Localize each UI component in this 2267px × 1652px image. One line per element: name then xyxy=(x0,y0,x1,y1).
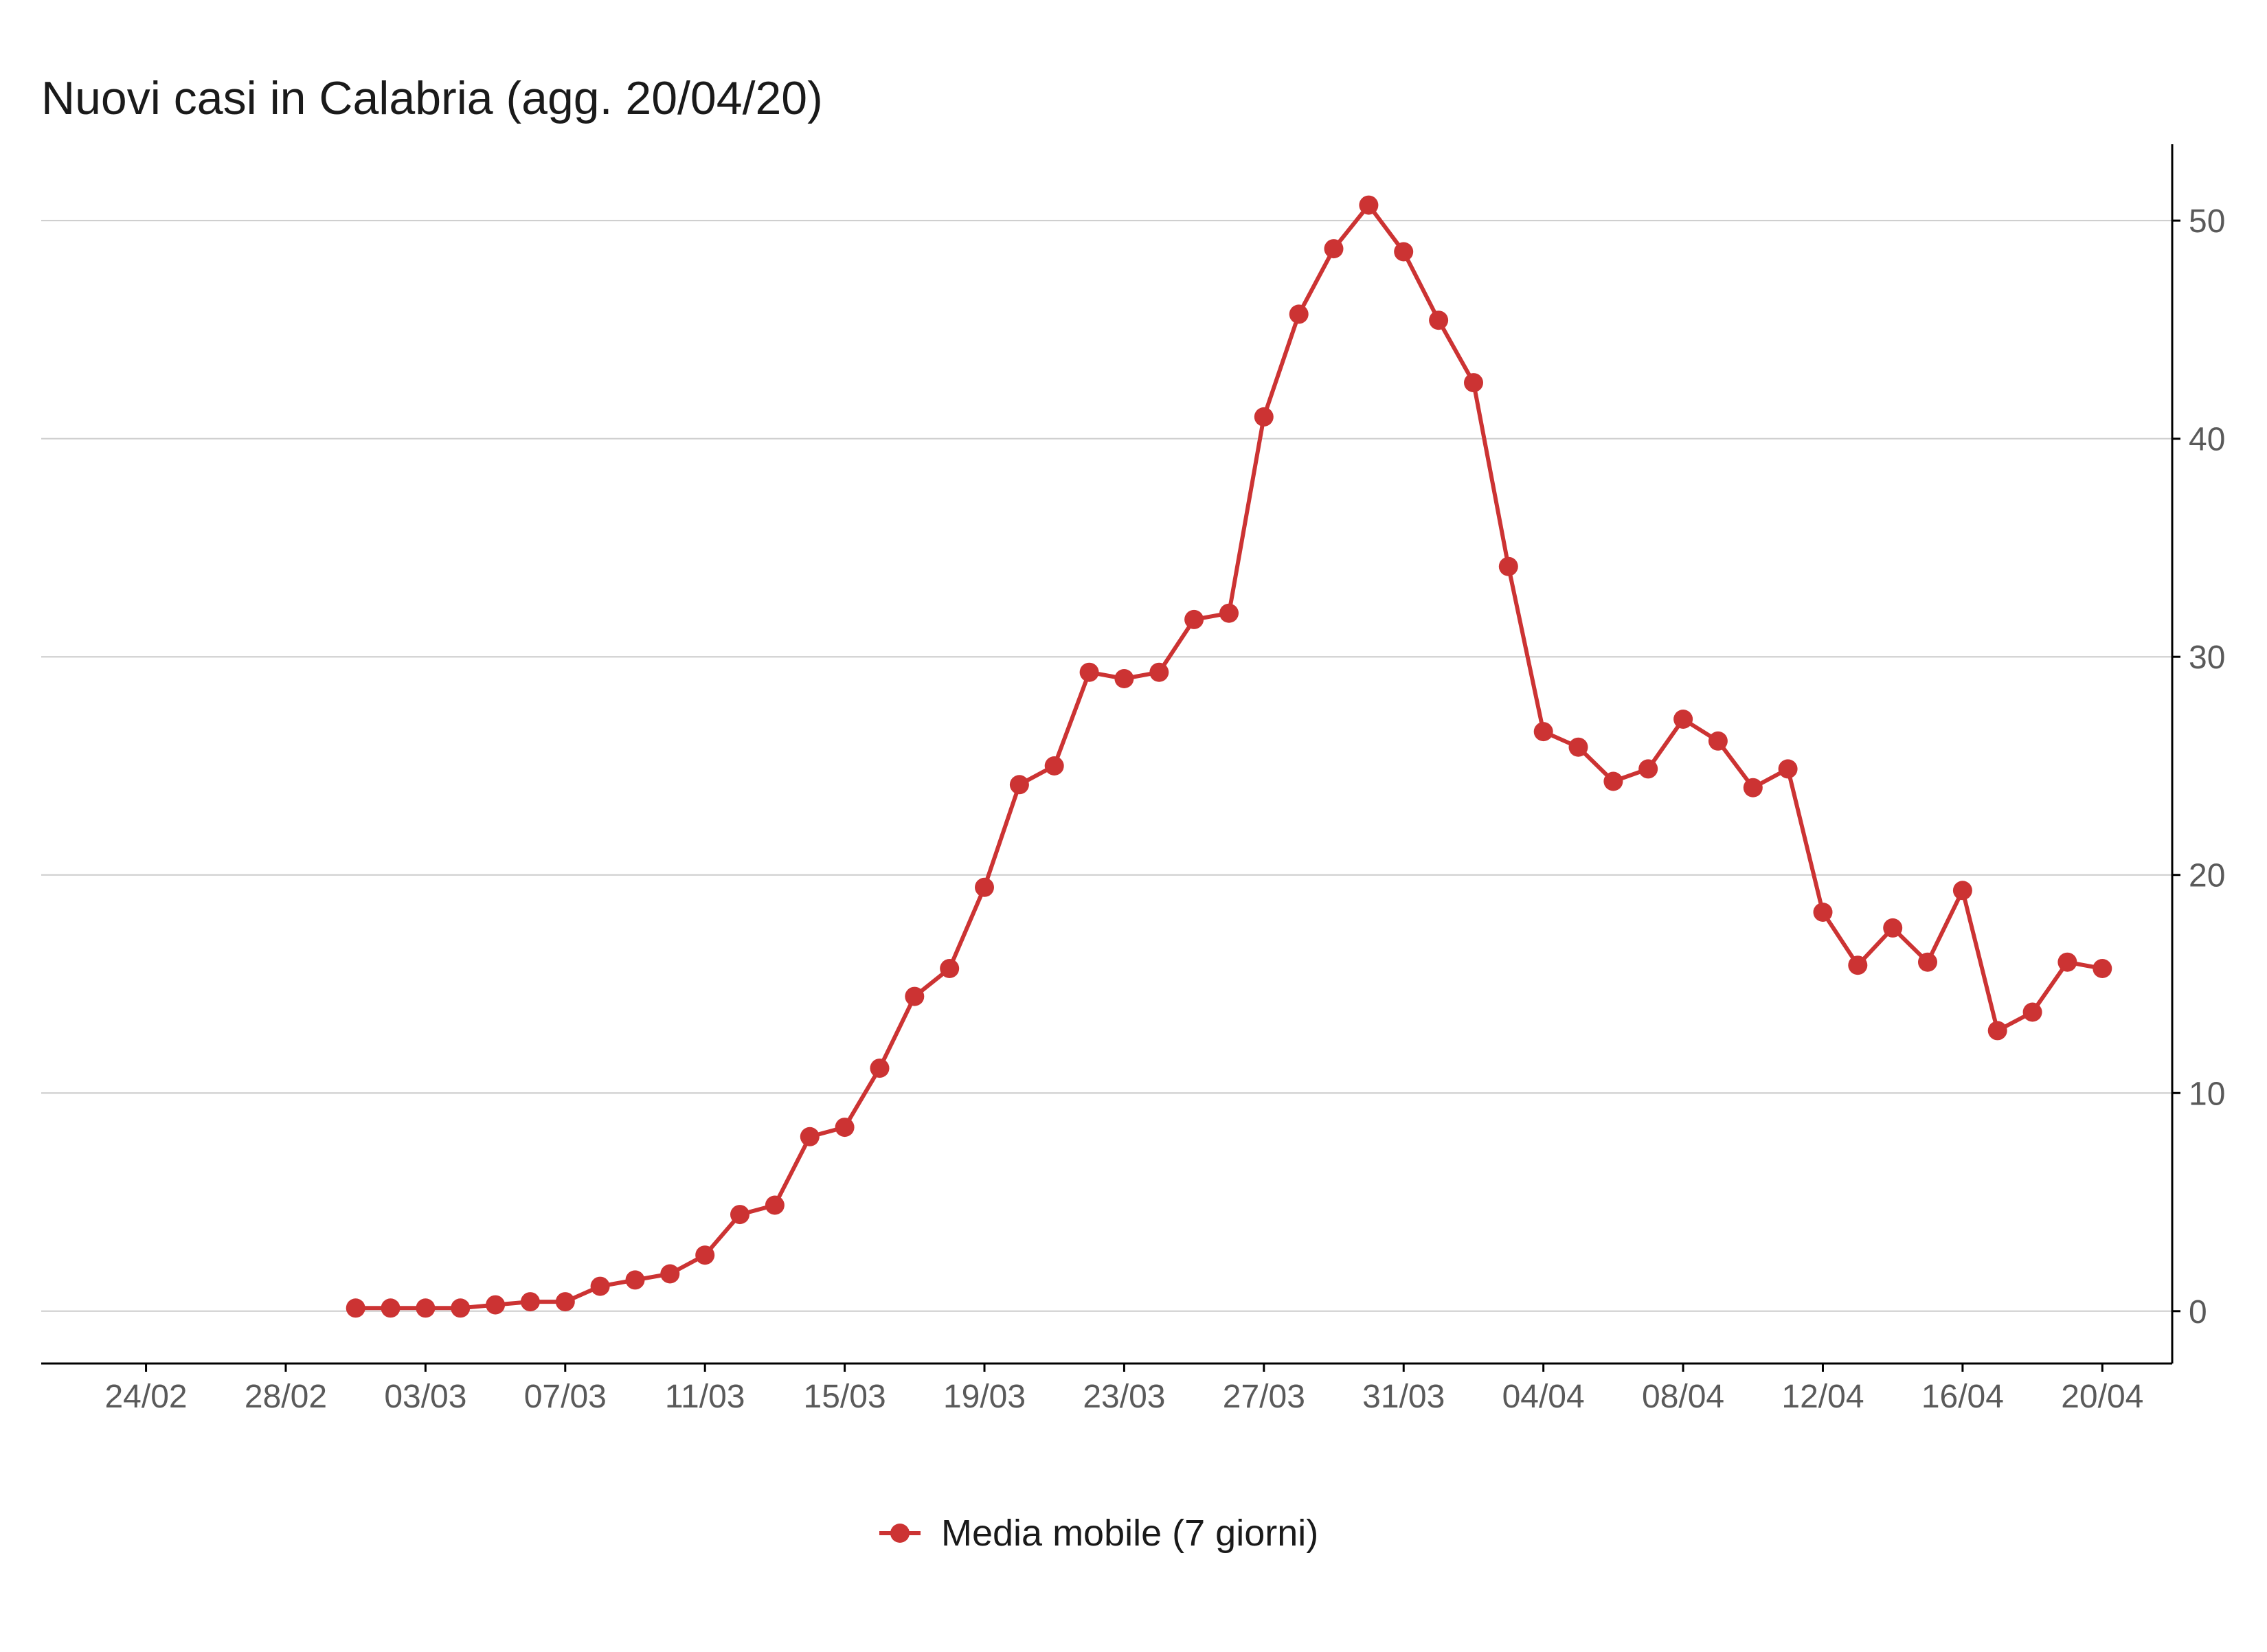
x-tick-label: 20/04 xyxy=(2061,1379,2143,1415)
data-point xyxy=(486,1295,506,1315)
x-tick-label: 15/03 xyxy=(804,1379,886,1415)
y-tick-label-0: 0 xyxy=(2189,1294,2207,1331)
x-tick-label: 11/03 xyxy=(665,1379,745,1415)
chart-title: Nuovi casi in Calabria (agg. 20/04/20) xyxy=(41,72,823,124)
y-ticks: 0 10 20 30 40 50 xyxy=(2172,203,2225,1331)
y-tick-label-50: 50 xyxy=(2189,203,2225,240)
data-point xyxy=(1464,373,1483,393)
legend-marker-swatch xyxy=(890,1524,910,1543)
data-point xyxy=(1673,710,1693,729)
data-point xyxy=(1359,195,1379,215)
x-tick-label: 12/04 xyxy=(1781,1379,1864,1415)
data-point xyxy=(1952,881,1972,901)
data-point xyxy=(1568,737,1588,757)
x-tick-label: 04/04 xyxy=(1502,1379,1585,1415)
data-point xyxy=(1114,669,1134,688)
data-point xyxy=(1044,756,1064,776)
x-tick-label: 08/04 xyxy=(1642,1379,1724,1415)
data-point xyxy=(1743,778,1763,797)
y-tick-label-40: 40 xyxy=(2189,422,2225,458)
data-point xyxy=(870,1059,890,1078)
data-point xyxy=(1184,609,1204,629)
data-point xyxy=(2022,1002,2042,1022)
data-point xyxy=(2093,959,2112,978)
data-point xyxy=(555,1292,575,1312)
y-tick-label-10: 10 xyxy=(2189,1076,2225,1112)
data-point xyxy=(730,1205,749,1225)
data-point xyxy=(660,1264,680,1284)
x-tick-label: 27/03 xyxy=(1223,1379,1305,1415)
data-point xyxy=(1289,304,1309,324)
x-tick-label: 28/02 xyxy=(245,1379,327,1415)
data-point xyxy=(1324,239,1344,259)
data-point xyxy=(520,1292,540,1312)
data-point xyxy=(590,1276,610,1296)
data-point xyxy=(346,1298,365,1318)
data-point xyxy=(2057,952,2077,972)
data-point xyxy=(1638,759,1658,779)
x-tick-label: 23/03 xyxy=(1083,1379,1165,1415)
data-point xyxy=(1708,731,1728,751)
data-point xyxy=(1848,955,1868,975)
data-point xyxy=(800,1127,820,1146)
data-point xyxy=(765,1195,785,1215)
data-point xyxy=(1254,407,1274,427)
data-point xyxy=(1009,775,1029,795)
data-point xyxy=(1079,662,1099,682)
x-tick-label: 24/02 xyxy=(104,1379,187,1415)
data-point xyxy=(381,1298,401,1318)
x-tick-label: 03/03 xyxy=(384,1379,466,1415)
y-tick-label-20: 20 xyxy=(2189,858,2225,894)
data-point xyxy=(1778,759,1798,779)
axes xyxy=(41,144,2174,1365)
legend: Media mobile (7 giorni) xyxy=(879,1513,1318,1554)
data-point xyxy=(940,959,960,978)
data-point xyxy=(905,986,925,1006)
x-ticks: 24/02 28/02 03/03 07/03 11/03 15/03 19/03 23/03… xyxy=(104,1364,2143,1415)
data-point xyxy=(975,877,994,897)
data-point xyxy=(835,1118,855,1138)
data-point xyxy=(1533,722,1553,742)
data-point xyxy=(1219,603,1239,623)
data-point xyxy=(1813,903,1833,922)
x-tick-label: 19/03 xyxy=(943,1379,1026,1415)
x-tick-label: 31/03 xyxy=(1362,1379,1445,1415)
data-point xyxy=(695,1245,715,1265)
legend-label: Media mobile (7 giorni) xyxy=(941,1513,1318,1554)
x-tick-label: 07/03 xyxy=(524,1379,607,1415)
y-tick-label-30: 30 xyxy=(2189,640,2225,676)
data-point xyxy=(1149,662,1169,682)
x-tick-label: 16/04 xyxy=(1921,1379,2004,1415)
data-point xyxy=(1987,1021,2007,1041)
data-point xyxy=(451,1298,471,1318)
data-point xyxy=(1883,918,1903,938)
data-point xyxy=(1603,771,1623,791)
series-area xyxy=(346,195,2112,1318)
data-point xyxy=(625,1270,645,1290)
data-point xyxy=(1429,310,1449,330)
data-point xyxy=(1498,556,1518,576)
data-point xyxy=(1918,952,1937,972)
data-point xyxy=(416,1298,436,1318)
data-point xyxy=(1394,242,1414,262)
